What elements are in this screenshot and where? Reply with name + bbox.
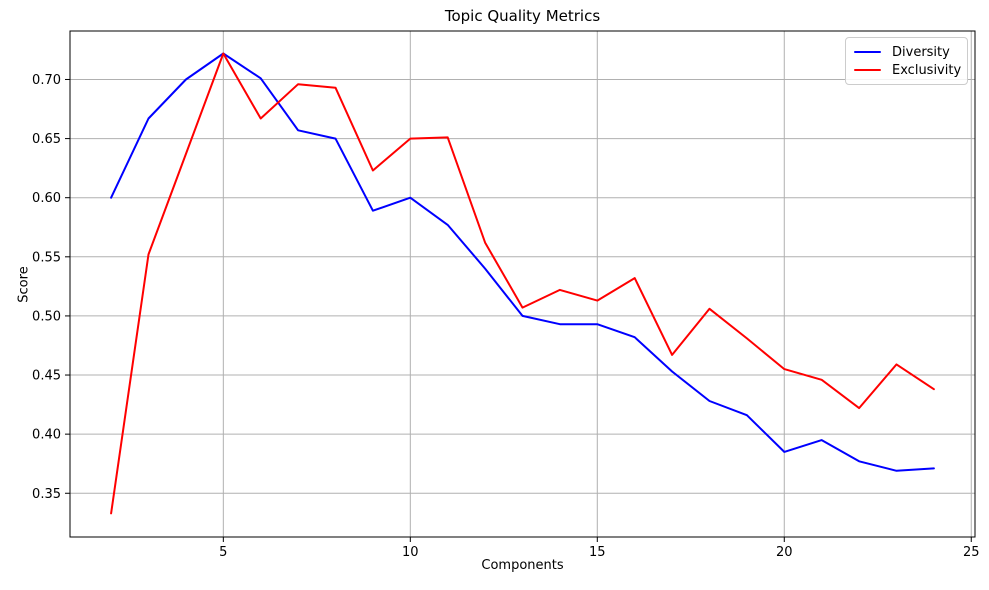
y-tick-label: 0.35 bbox=[32, 487, 61, 502]
x-axis-label: Components bbox=[481, 558, 564, 573]
x-tick-label: 25 bbox=[963, 545, 980, 560]
y-tick-label: 0.60 bbox=[32, 191, 61, 206]
y-axis-label: Score bbox=[16, 266, 32, 303]
y-tick-label: 0.55 bbox=[32, 250, 61, 265]
plot-frame bbox=[69, 30, 976, 538]
y-tick-label: 0.65 bbox=[32, 132, 61, 147]
legend: Diversity Exclusivity bbox=[845, 37, 968, 85]
series-line-diversity bbox=[110, 52, 935, 472]
legend-item-diversity: Diversity bbox=[854, 43, 959, 61]
x-tick-label: 15 bbox=[589, 545, 606, 560]
y-tick-label: 0.40 bbox=[32, 428, 61, 443]
y-tick-label: 0.70 bbox=[32, 73, 61, 88]
x-tick-label: 5 bbox=[219, 545, 227, 560]
chart-title: Topic Quality Metrics bbox=[444, 7, 601, 25]
x-tick-label: 10 bbox=[402, 545, 419, 560]
series-line-exclusivity bbox=[110, 52, 935, 515]
diversity-line-swatch bbox=[854, 51, 881, 53]
legend-label: Exclusivity bbox=[892, 62, 962, 78]
y-tick-label: 0.50 bbox=[32, 309, 61, 324]
x-tick-label: 20 bbox=[776, 545, 793, 560]
legend-label: Diversity bbox=[892, 44, 950, 60]
y-tick-label: 0.45 bbox=[32, 369, 61, 384]
legend-item-exclusivity: Exclusivity bbox=[854, 61, 962, 79]
exclusivity-line-swatch bbox=[854, 69, 881, 71]
